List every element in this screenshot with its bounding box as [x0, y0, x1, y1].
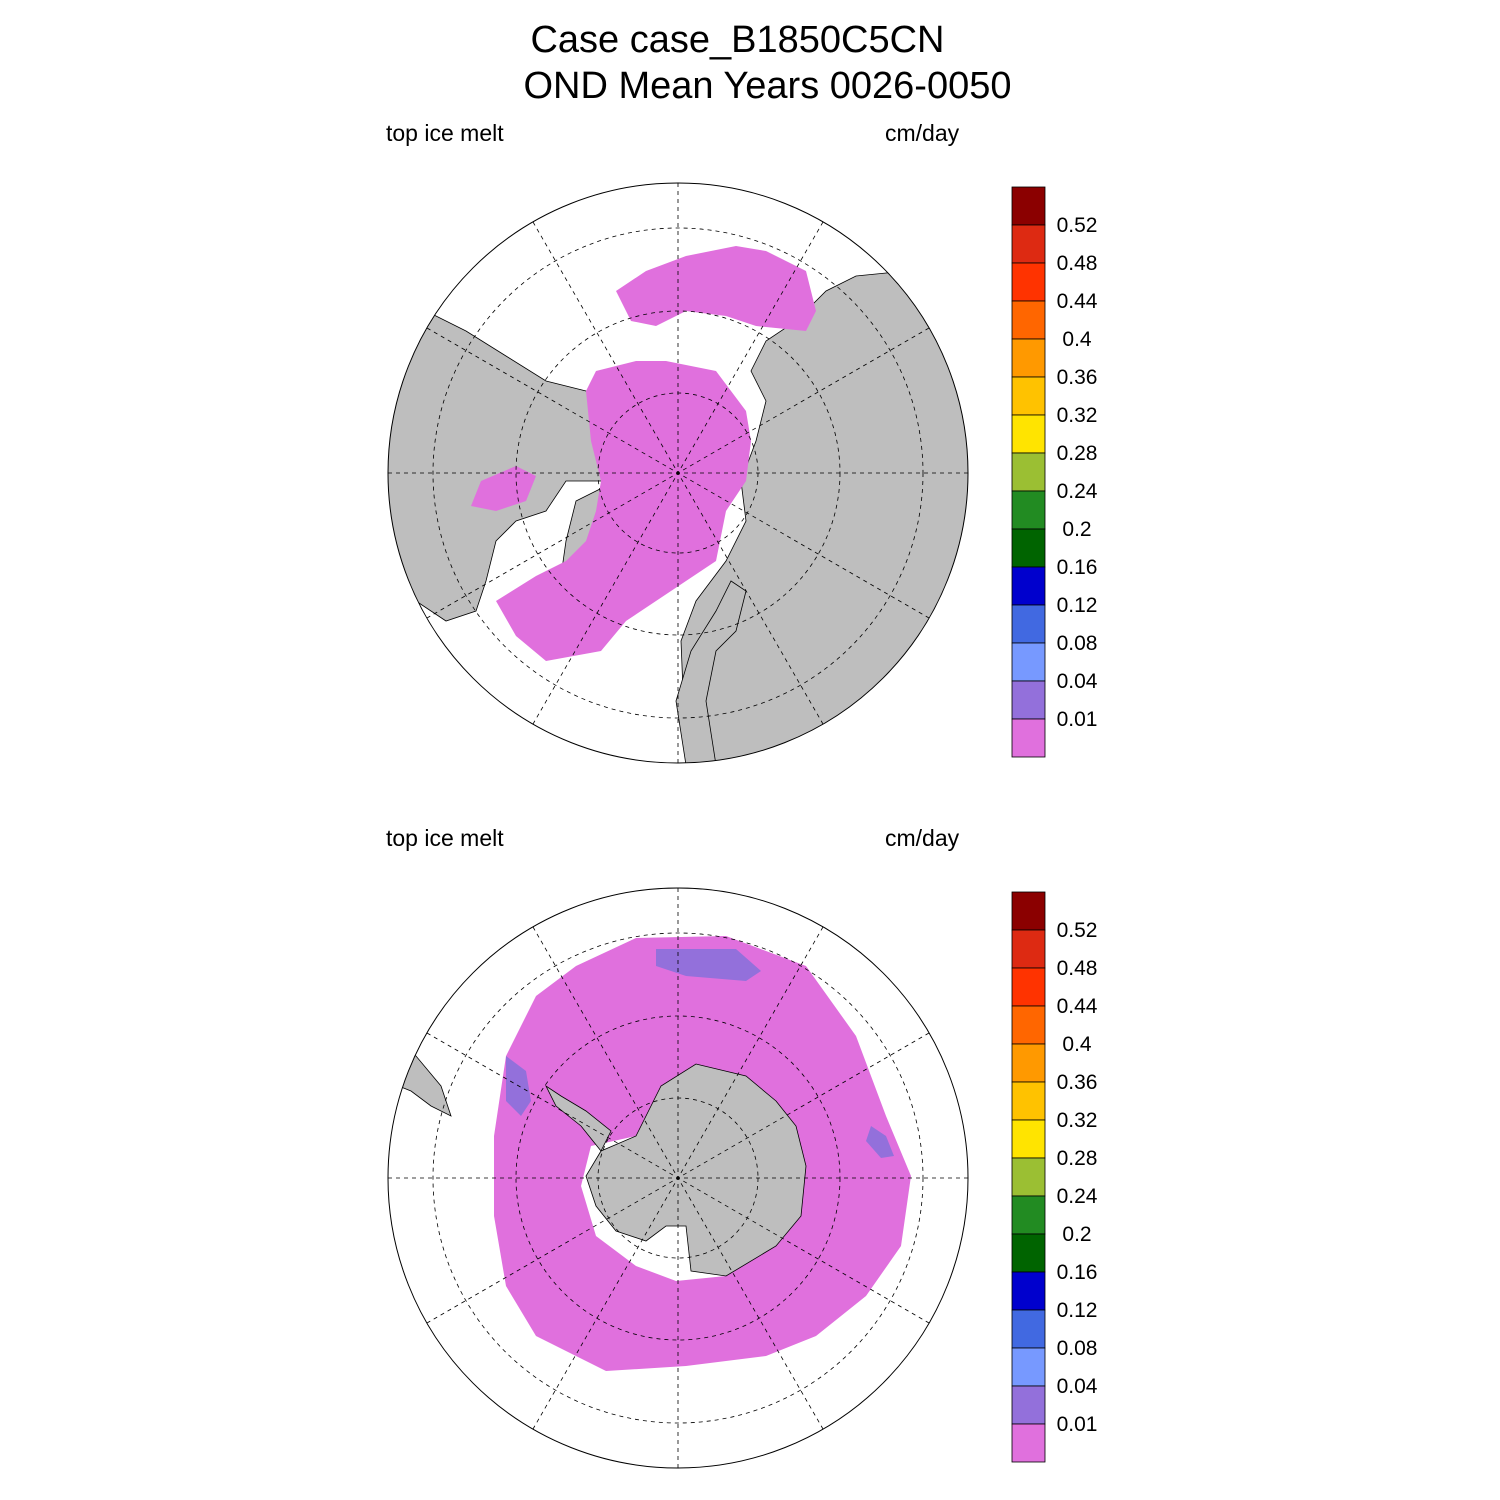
colorbar-tick-label: 0.44 — [1057, 290, 1098, 313]
antarctic-peninsula — [544, 1084, 612, 1152]
colorbar-swatch — [1011, 490, 1046, 530]
colorbar-swatch — [1011, 680, 1046, 720]
colorbar-tick-label: 0.28 — [1057, 442, 1098, 465]
colorbar-tick-label: 0.44 — [1057, 995, 1098, 1018]
colorbar-swatch — [1011, 1005, 1046, 1045]
figure-title-line1: Case case_B1850C5CN — [530, 19, 945, 61]
colorbar-tick-label: 0.4 — [1062, 328, 1092, 351]
figure-title-line2: OND Mean Years 0026-0050 — [523, 65, 1012, 107]
south-polar-map — [387, 887, 969, 1469]
colorbar-tick-label: 0.52 — [1057, 214, 1098, 237]
panel2-variable-label: top ice melt — [386, 825, 504, 851]
colorbar-swatch — [1011, 300, 1046, 340]
colorbar-tick-label: 0.28 — [1057, 1147, 1098, 1170]
colorbar-tick-label: 0.48 — [1057, 957, 1098, 980]
colorbar-tick-label: 0.01 — [1057, 708, 1098, 731]
colorbar-tick-label: 0.32 — [1057, 1109, 1098, 1132]
colorbar-swatch — [1011, 528, 1046, 568]
colorbar-tick-label: 0.24 — [1057, 480, 1098, 503]
colorbar-swatch — [1011, 604, 1046, 644]
panel2-units-label: cm/day — [885, 825, 960, 851]
colorbar-swatch — [1011, 262, 1046, 302]
colorbar-tick-label: 0.16 — [1057, 556, 1098, 579]
north-polar-map — [387, 182, 969, 764]
colorbar-tick-label: 0.36 — [1057, 1071, 1098, 1094]
colorbar-tick-label: 0.08 — [1057, 1337, 1098, 1360]
north-america-land — [388, 300, 627, 622]
colorbar-tick-label: 0.2 — [1062, 518, 1091, 541]
colorbar-swatch — [1011, 1157, 1046, 1197]
colorbar-tick-label: 0.01 — [1057, 1413, 1098, 1436]
colorbar-swatch — [1011, 1119, 1046, 1159]
colorbar-swatch — [1011, 224, 1046, 264]
colorbar-tick-label: 0.2 — [1062, 1223, 1091, 1246]
colorbar-swatch — [1011, 642, 1046, 682]
hudson-bay-ice — [471, 466, 536, 511]
colorbar-swatch — [1011, 1271, 1046, 1311]
colorbar-tick-label: 0.16 — [1057, 1261, 1098, 1284]
colorbar-swatch — [1011, 929, 1046, 969]
colorbar-swatch — [1011, 414, 1046, 454]
colorbar-swatch — [1011, 338, 1046, 378]
arctic-sea-ice — [496, 361, 751, 661]
colorbar-tick-label: 0.12 — [1057, 1299, 1098, 1322]
colorbar-swatch — [1011, 1347, 1046, 1387]
colorbar-swatch — [1011, 452, 1046, 492]
colorbar-tick-label: 0.24 — [1057, 1185, 1098, 1208]
colorbar-tick-label: 0.32 — [1057, 404, 1098, 427]
colorbar-swatch — [1011, 1385, 1046, 1425]
panel1-variable-label: top ice melt — [386, 120, 504, 146]
colorbar-swatch — [1011, 967, 1046, 1007]
colorbar-tick-label: 0.04 — [1057, 1375, 1098, 1398]
north-colorbar-swatches — [1011, 186, 1046, 758]
panel1-units-label: cm/day — [885, 120, 960, 146]
colorbar-tick-label: 0.08 — [1057, 632, 1098, 655]
colorbar-tick-label: 0.12 — [1057, 594, 1098, 617]
antarctica-land — [585, 1063, 807, 1277]
north-colorbar: 0.52 0.48 0.44 0.4 0.36 0.32 0.28 0.24 0.2 0.16 0.… — [1011, 186, 1098, 758]
colorbar-swatch — [1011, 186, 1046, 226]
low-melt-patch-east — [866, 1126, 894, 1158]
south-colorbar-swatches — [1011, 891, 1046, 1463]
colorbar-swatch — [1011, 1233, 1046, 1273]
antarctic-sea-ice — [494, 936, 911, 1371]
colorbar-swatch — [1011, 891, 1046, 931]
colorbar-tick-label: 0.52 — [1057, 919, 1098, 942]
low-melt-patch-indian — [656, 949, 761, 981]
colorbar-swatch — [1011, 1081, 1046, 1121]
colorbar-tick-label: 0.36 — [1057, 366, 1098, 389]
colorbar-swatch — [1011, 1195, 1046, 1235]
bering-sea-ice — [616, 246, 816, 331]
north-colorbar-labels: 0.52 0.48 0.44 0.4 0.36 0.32 0.28 0.24 0.2 0.16 0.… — [1057, 214, 1098, 731]
colorbar-tick-label: 0.4 — [1062, 1033, 1092, 1056]
colorbar-swatch — [1011, 718, 1046, 758]
colorbar-swatch — [1011, 1043, 1046, 1083]
south-colorbar: 0.52 0.48 0.44 0.4 0.36 0.32 0.28 0.24 0.2 0.16 0.… — [1011, 891, 1098, 1463]
colorbar-swatch — [1011, 1423, 1046, 1463]
colorbar-swatch — [1011, 566, 1046, 606]
south-colorbar-labels: 0.52 0.48 0.44 0.4 0.36 0.32 0.28 0.24 0.2 0.16 0.… — [1057, 919, 1098, 1436]
colorbar-tick-label: 0.04 — [1057, 670, 1098, 693]
colorbar-swatch — [1011, 1309, 1046, 1349]
colorbar-tick-label: 0.48 — [1057, 252, 1098, 275]
colorbar-swatch — [1011, 376, 1046, 416]
